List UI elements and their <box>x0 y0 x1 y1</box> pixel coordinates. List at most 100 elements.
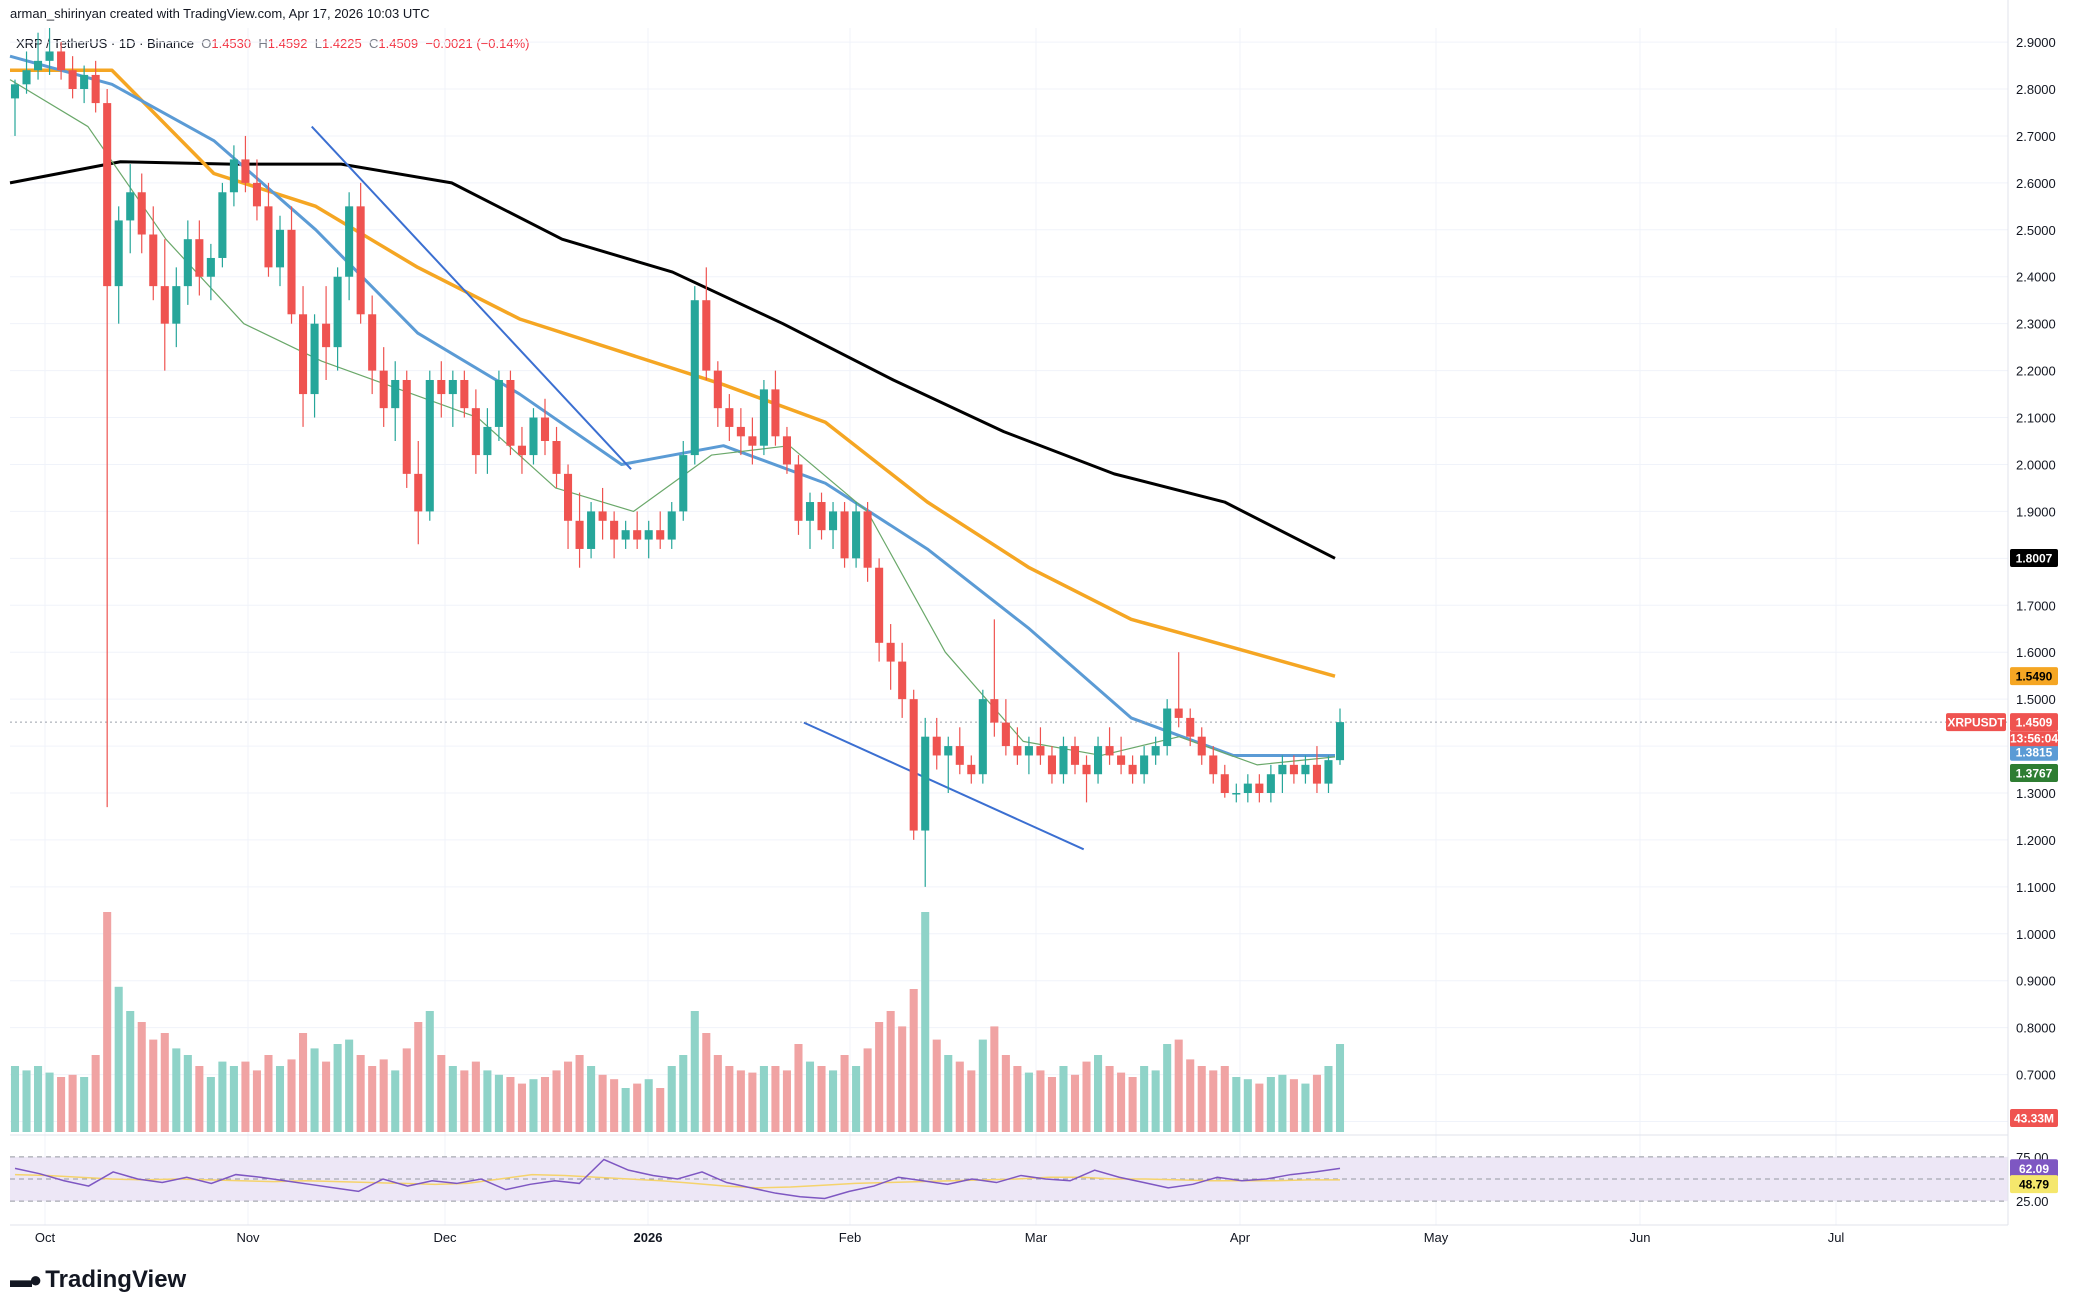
price-tag-bg <box>2010 549 2058 568</box>
candle-body <box>1232 793 1241 795</box>
volume-bar <box>183 1055 192 1132</box>
x-tick-label: Jul <box>1828 1230 1845 1245</box>
candle-body <box>1174 708 1183 718</box>
open-value: 1.4530 <box>211 36 252 51</box>
close-label: C <box>368 36 379 51</box>
candle-body <box>644 530 653 540</box>
price-tag: 1.4509 <box>2016 716 2053 730</box>
trendlines <box>10 125 2008 851</box>
price-tag: 1.5490 <box>2016 670 2053 684</box>
candle-body <box>1197 736 1206 756</box>
candle-body <box>1059 746 1068 775</box>
candle-body <box>160 286 169 324</box>
candle-body <box>195 239 204 277</box>
candle-body <box>1094 746 1103 775</box>
price-tag: 1.3767 <box>2016 767 2053 781</box>
volume-bar <box>759 1066 768 1132</box>
candle-body <box>863 511 872 568</box>
candle-body <box>322 323 331 348</box>
volume-bar <box>875 1022 884 1132</box>
candle-body <box>103 103 112 287</box>
candle-body <box>1082 764 1091 775</box>
price-chart[interactable]: 2.9000 2.8000 2.7000 2.6000 2.5000 2.4000 2.30… <box>0 0 2078 1260</box>
candle-body <box>1024 746 1033 756</box>
volume-bar <box>656 1088 665 1132</box>
price-tag-bg <box>2010 667 2058 686</box>
candle-body <box>45 51 54 61</box>
candle-body <box>529 417 538 456</box>
candle-body <box>1186 717 1195 737</box>
volume-bar <box>1197 1066 1206 1132</box>
y-tick-label: 2.0000 <box>2016 457 2056 472</box>
y-tick-label: 0.7000 <box>2016 1068 2056 1083</box>
price-tag: 1.8007 <box>2016 552 2053 566</box>
volume-bar <box>448 1066 457 1132</box>
countdown-label: 13:56:04 <box>2010 732 2058 746</box>
candle-body <box>736 426 745 437</box>
candle-body <box>1140 755 1149 775</box>
volume-tag-bg <box>2010 1109 2058 1127</box>
volume-bar <box>1335 1044 1345 1132</box>
ma50-line <box>9 54 1335 757</box>
volume-bar <box>1266 1077 1275 1132</box>
y-tick-label: 2.6000 <box>2016 176 2056 191</box>
volume-bar <box>80 1077 89 1132</box>
price-tags: 1.8007 1.5490 1.4509 1.3815 1.3767 13:56:04 XR… <box>1946 549 2058 1194</box>
x-tick-label: Mar <box>1025 1230 1048 1245</box>
high-value: 1.4592 <box>267 36 308 51</box>
volume-bar <box>1220 1066 1229 1132</box>
chart-grid <box>10 28 2008 1225</box>
volume-bar <box>1289 1079 1298 1132</box>
candle-body <box>137 192 146 235</box>
y-tick-label: 0.9000 <box>2016 974 2056 989</box>
candle-body <box>967 764 976 775</box>
volume-bar <box>886 1011 895 1132</box>
volume-bar <box>264 1055 273 1132</box>
volume-bar <box>1082 1061 1091 1132</box>
candle-body <box>275 229 285 268</box>
candle-body <box>1324 760 1333 784</box>
volume-bar <box>1036 1070 1045 1132</box>
y-tick-label: 0.8000 <box>2016 1021 2056 1036</box>
candle-body <box>402 379 411 474</box>
candle-body <box>575 520 584 549</box>
candle-body <box>1209 755 1218 775</box>
x-tick-label: 2026 <box>634 1230 663 1245</box>
candle-body <box>805 502 815 521</box>
volume-bar <box>1186 1059 1195 1132</box>
y-tick-label: 1.7000 <box>2016 598 2056 613</box>
y-tick-label: 1.3000 <box>2016 786 2056 801</box>
candle-body <box>1070 746 1080 765</box>
y-tick-label: 1.1000 <box>2016 880 2056 895</box>
volume-bar <box>921 912 930 1132</box>
y-tick-label: 2.4000 <box>2016 270 2056 285</box>
candle-body <box>1301 764 1310 775</box>
volume-bar <box>34 1066 43 1132</box>
candles[interactable] <box>10 28 1345 887</box>
volume-bar <box>909 989 918 1132</box>
candle-body <box>921 736 930 831</box>
candle-body <box>22 70 31 85</box>
volume-bar <box>391 1070 400 1132</box>
volume-bar <box>1209 1070 1218 1132</box>
volume-bar <box>667 1066 676 1132</box>
volume-bar <box>794 1044 803 1132</box>
candle-body <box>494 379 503 427</box>
volume-bar <box>598 1074 607 1132</box>
rsi-ma-tag-bg <box>2010 1175 2058 1194</box>
price-tag-bg <box>2010 713 2058 732</box>
candle-body <box>1278 764 1287 775</box>
volume-bar <box>1232 1077 1241 1132</box>
volume-bar <box>679 1055 688 1132</box>
candle-body <box>391 379 400 409</box>
high-label: H <box>258 36 268 51</box>
volume-bar <box>114 986 123 1132</box>
candle-body <box>794 464 803 521</box>
volume-bar <box>852 1066 861 1132</box>
x-tick-label: Nov <box>236 1230 260 1245</box>
volume-bar <box>1278 1074 1287 1132</box>
candle-body <box>1128 764 1137 775</box>
volume-bar <box>483 1070 492 1132</box>
tradingview-brand[interactable]: ▬● TradingView <box>10 1266 186 1294</box>
volume-bar <box>471 1061 480 1132</box>
